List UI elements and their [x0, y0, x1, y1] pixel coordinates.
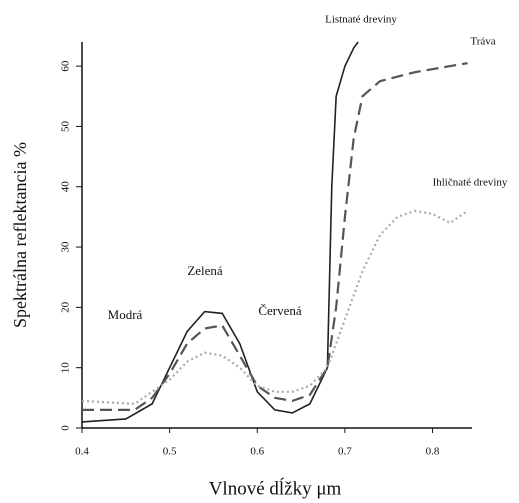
x-axis-label: Vlnové dĺžky μm — [209, 477, 342, 499]
y-axis-label: Spektrálna reflektancia % — [10, 142, 30, 328]
y-tick-label: 0 — [60, 425, 72, 431]
y-tick-label: 10 — [60, 362, 72, 374]
y-tick-label: 50 — [60, 120, 72, 132]
x-tick-label: 0.8 — [426, 446, 440, 458]
y-tick-label: 40 — [60, 181, 72, 193]
y-tick-label: 20 — [60, 301, 72, 313]
x-tick-label: 0.6 — [250, 446, 264, 458]
x-tick-label: 0.7 — [338, 446, 352, 458]
series-label: Listnaté dreviny — [325, 14, 397, 26]
series-line — [81, 209, 469, 405]
series-line — [82, 62, 468, 412]
series-label: Ihličnaté dreviny — [433, 177, 508, 189]
x-tick-label: 0.4 — [75, 446, 89, 458]
band-label: Modrá — [108, 307, 143, 322]
y-tick-label: 30 — [60, 241, 72, 253]
y-tick-label: 60 — [60, 60, 72, 72]
band-label: Červená — [258, 303, 302, 318]
series-line — [81, 41, 359, 423]
series-label: Tráva — [470, 36, 495, 48]
band-label: Zelená — [187, 263, 223, 278]
x-tick-label: 0.5 — [163, 446, 177, 458]
